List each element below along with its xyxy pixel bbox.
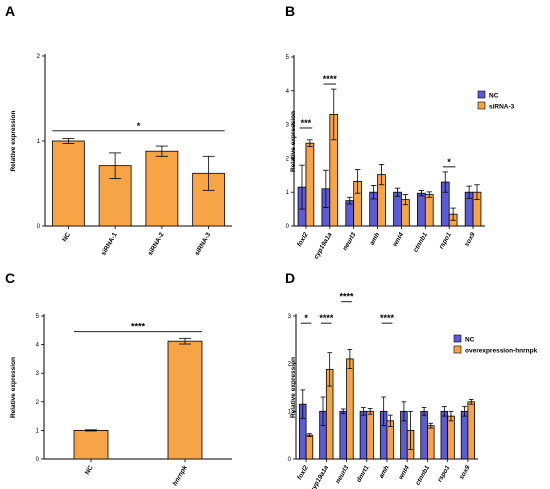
- x-category-label: NC: [61, 231, 72, 243]
- y-tick-label: 5: [36, 314, 40, 320]
- y-tick-label: 0: [36, 457, 40, 463]
- y-tick-label: 5: [286, 55, 290, 61]
- bar-d-nc-rspo1: [440, 410, 449, 460]
- significance-marker: ****: [340, 292, 355, 302]
- legend-swatch: [477, 101, 486, 110]
- bar-d-nc-dmrt1: [359, 410, 368, 460]
- legend-label: overexpression-hnrnpk: [465, 348, 538, 355]
- y-tick-label: 1: [37, 139, 41, 145]
- x-category-label: ctnnb1: [414, 464, 431, 486]
- legend-swatch: [453, 334, 462, 343]
- y-tick-label: 3: [36, 371, 40, 377]
- y-tick-label: 3: [286, 123, 290, 129]
- bar-d-overexpression-hnrnpk-rspo1: [447, 415, 455, 460]
- y-tick-label: 1: [36, 428, 40, 434]
- x-category-label: siRNA-3: [194, 231, 213, 257]
- panel-c: C 0 1 2 3 4 5 Relative expression NC hnrnpk ****: [5, 270, 232, 487]
- x-category-label: foxl2: [296, 464, 310, 481]
- y-axis-label: Relative expression: [290, 111, 297, 172]
- y-tick-label: 4: [36, 343, 40, 349]
- y-axis-label: Relative expression: [10, 357, 17, 418]
- x-category-label: cyp19a1a: [313, 231, 334, 260]
- y-tick-label: 0: [37, 224, 41, 230]
- x-category-label: hnrnpk: [172, 464, 189, 487]
- legend-swatch: [453, 345, 462, 354]
- panel-letter: A: [5, 3, 15, 19]
- bar-d-nc-neurl3: [339, 410, 347, 460]
- legend: NC siRNA-3: [477, 90, 515, 111]
- bar-d-nc-ctnnb1: [420, 410, 428, 460]
- bar-a-nc: [51, 140, 85, 227]
- x-category-label: wnt4: [397, 464, 411, 481]
- y-tick-label: 1: [288, 409, 292, 415]
- x-category-label: neurl3: [334, 464, 350, 485]
- bar-c-hnrnpk: [167, 340, 203, 460]
- bar-a-sirna-2: [145, 150, 179, 227]
- bar-d-overexpression-hnrnpk-ctnnb1: [427, 425, 435, 460]
- y-tick-label: 2: [286, 156, 290, 162]
- x-category-label: amh: [369, 231, 382, 246]
- significance-marker: *: [447, 157, 451, 167]
- x-category-label: rspo1: [438, 231, 453, 250]
- significance-marker: ****: [319, 313, 334, 323]
- y-tick-label: 2: [37, 54, 41, 60]
- x-category-label: neurl3: [342, 231, 358, 252]
- x-category-label: siRNA-2: [147, 231, 166, 257]
- x-category-label: wnt4: [392, 231, 406, 248]
- legend-label: NC: [465, 337, 475, 344]
- x-category-label: sox9: [458, 464, 472, 481]
- significance-marker: ****: [323, 74, 338, 84]
- x-category-label: ctnnb1: [412, 231, 429, 253]
- y-axis-label: Relative expression: [10, 110, 17, 171]
- y-tick-label: 1: [286, 190, 290, 196]
- x-category-label: foxl2: [296, 231, 310, 248]
- y-tick-label: 0: [286, 224, 290, 230]
- panel-letter: C: [5, 270, 15, 286]
- y-tick-label: 0: [288, 457, 292, 463]
- legend-swatch: [477, 90, 486, 99]
- significance-marker: ***: [301, 118, 312, 128]
- x-category-label: siRNA-1: [100, 231, 119, 257]
- x-category-label: sox9: [463, 231, 477, 248]
- significance-marker: ****: [131, 322, 146, 332]
- y-axis-label: Relative expression: [290, 357, 297, 418]
- x-category-label: cyp19a1a: [309, 464, 330, 489]
- legend-label: NC: [489, 93, 499, 100]
- bar-d-overexpression-hnrnpk-dmrt1: [366, 410, 374, 460]
- legend: NC overexpression-hnrnpk: [453, 334, 538, 355]
- panel-b: B 0 1 2 3 4 5 Relative expression foxl2 cyp19a1a n…: [285, 3, 515, 260]
- panel-letter: D: [285, 270, 295, 286]
- panel-a: A 0 1 2 Relative expression NC siRNA-1 siRNA-2 s…: [5, 3, 232, 257]
- significance-marker: *: [304, 313, 308, 323]
- bar-d-overexpression-hnrnpk-neurl3: [346, 358, 354, 460]
- y-tick-label: 2: [36, 400, 40, 406]
- x-category-label: rspo1: [436, 464, 451, 483]
- x-category-label: NC: [84, 464, 95, 476]
- significance-marker: ****: [380, 313, 395, 323]
- y-tick-label: 4: [286, 89, 290, 95]
- bar-d-nc-sox9: [460, 410, 469, 460]
- legend-label: siRNA-3: [489, 104, 515, 111]
- bar-b-nc-wnt4: [393, 191, 402, 227]
- bar-b-nc-neurl3: [345, 200, 355, 227]
- panel-d: D 0 1 2 3 Relative expression foxl2 cyp19a1a neu…: [285, 270, 538, 489]
- bar-d-overexpression-hnrnpk-sox9: [467, 401, 475, 460]
- bar-b-sirna-3-ctnnb1: [424, 194, 434, 227]
- x-category-label: dmrt1: [355, 464, 370, 483]
- significance-marker: *: [137, 121, 141, 131]
- bar-d-overexpression-hnrnpk-foxl2: [305, 434, 314, 460]
- bar-b-sirna-3-foxl2: [305, 142, 315, 227]
- bar-b-nc-ctnnb1: [417, 192, 426, 227]
- bar-c-nc: [73, 429, 109, 460]
- y-tick-label: 3: [288, 314, 292, 320]
- panel-letter: B: [285, 3, 295, 19]
- y-tick-label: 2: [288, 362, 292, 368]
- x-category-label: amh: [378, 464, 391, 479]
